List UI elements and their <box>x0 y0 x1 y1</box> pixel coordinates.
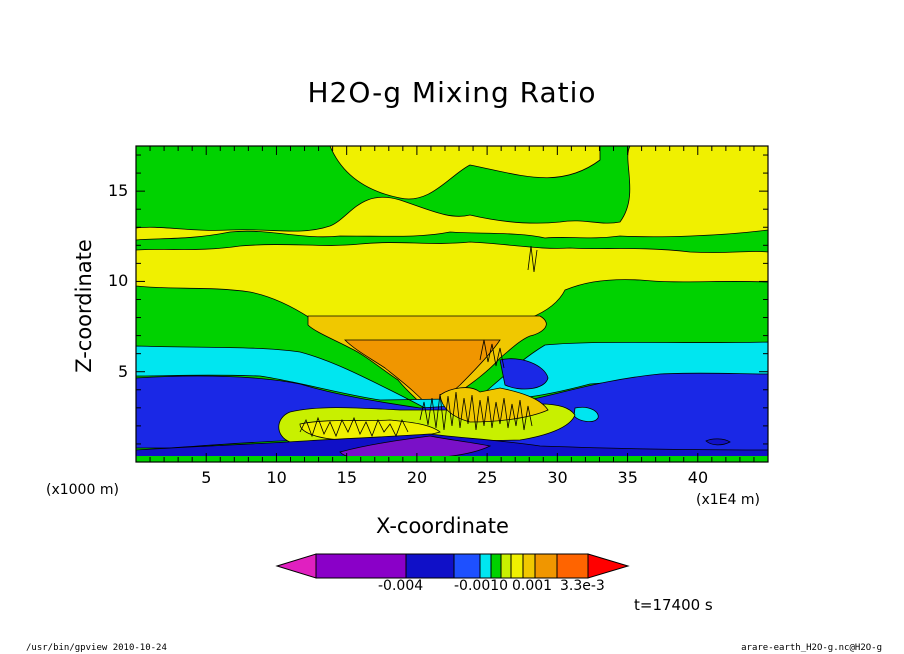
colorbar-label: 0.001 <box>512 578 553 594</box>
axis-ticks <box>135 146 769 463</box>
x-tick-label: 25 <box>477 468 498 487</box>
colorbar-cell <box>510 553 524 579</box>
x-tick-label: 20 <box>406 468 428 487</box>
x-tick-label: 35 <box>617 468 638 487</box>
colorbar-cell <box>522 553 536 579</box>
colorbar <box>275 553 630 579</box>
colorbar-cell <box>490 553 502 579</box>
x-tick-label: 10 <box>266 468 287 487</box>
colorbar-label: -0.0010 <box>454 578 509 594</box>
y-tick-label: 10 <box>108 271 129 291</box>
contour-fill <box>136 146 768 462</box>
footer-left: /usr/bin/gpview 2010-10-24 <box>26 643 167 653</box>
time-label: t=17400 s <box>634 596 713 614</box>
y-tick-label: 5 <box>118 361 129 381</box>
colorbar-cell <box>453 553 481 579</box>
chart-title: H2O-g Mixing Ratio <box>307 76 597 109</box>
colorbar-cell <box>479 553 492 579</box>
y-axis-unit: (x1000 m) <box>46 482 119 498</box>
colorbar-label: -0.004 <box>378 578 424 594</box>
x-tick-label: 40 <box>687 468 709 487</box>
footer-right: arare-earth_H2O-g.nc@H2O-g <box>741 643 882 653</box>
plot-frame <box>135 145 769 463</box>
y-tick-label: 15 <box>108 181 129 201</box>
x-tick-label: 15 <box>336 468 358 487</box>
colorbar-cell <box>405 553 455 579</box>
colorbar-cell <box>534 553 558 579</box>
colorbar-label: 3.3e-3 <box>560 578 605 594</box>
colorbar-over-arrow <box>587 553 630 579</box>
x-tick-label: 5 <box>201 468 212 487</box>
colorbar-cell <box>315 553 407 579</box>
colorbar-under-arrow <box>275 553 317 579</box>
y-axis-label: Z-coordinate <box>72 239 96 373</box>
x-axis-label: X-coordinate <box>376 514 509 538</box>
x-tick-label: 30 <box>547 468 568 487</box>
x-axis-unit: (x1E4 m) <box>696 492 760 508</box>
colorbar-cell <box>500 553 512 579</box>
colorbar-cell <box>556 553 589 579</box>
